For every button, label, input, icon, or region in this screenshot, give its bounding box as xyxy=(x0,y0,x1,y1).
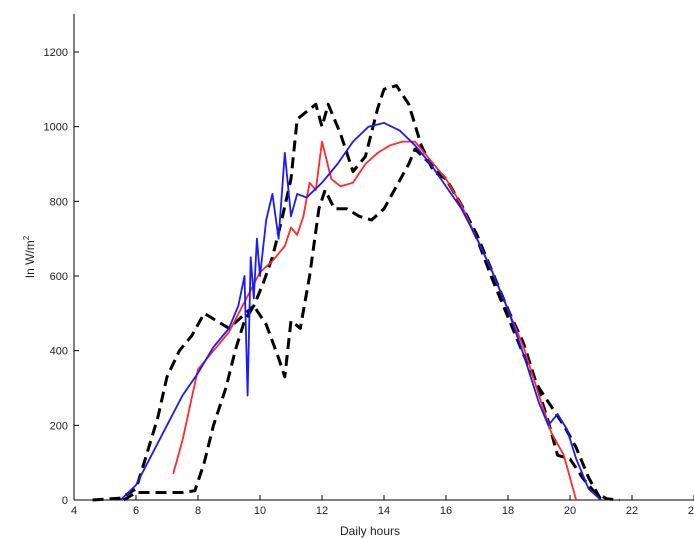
y-tick-label: 800 xyxy=(50,196,68,208)
x-tick-label: 20 xyxy=(564,505,576,517)
series-line-1 xyxy=(92,84,620,502)
x-axis-label: Daily hours xyxy=(340,524,400,538)
x-tick-label: 8 xyxy=(195,505,201,517)
y-tick-label: 400 xyxy=(50,346,68,358)
x-tick-label: 14 xyxy=(378,505,390,517)
x-tick-label: 6 xyxy=(133,505,139,517)
y-axis-label-text: In W/m xyxy=(23,240,37,278)
series-line-2 xyxy=(122,147,603,502)
series-line-3 xyxy=(172,140,578,501)
y-axis-label: In W/m2 xyxy=(22,235,37,278)
x-tick-label: 22 xyxy=(626,505,638,517)
y-tick-label: 0 xyxy=(62,495,68,507)
ticks: 4 6 8 10 12 14 16 18 20 22 24 0 200 400 600 800 1000 1200 xyxy=(44,47,694,517)
x-tick-label: 10 xyxy=(254,505,266,517)
x-tick-label: 4 xyxy=(71,505,77,517)
x-tick-label: 12 xyxy=(316,505,328,517)
x-tick-label: 16 xyxy=(440,505,452,517)
y-tick-label: 200 xyxy=(50,420,68,432)
x-tick-label: 18 xyxy=(502,505,514,517)
x-tick-label: 24 xyxy=(688,505,694,517)
series-line-4 xyxy=(119,122,602,501)
y-tick-label: 600 xyxy=(50,271,68,283)
y-axis-label-superscript: 2 xyxy=(22,235,31,240)
series-layer xyxy=(92,84,620,502)
y-tick-label: 1200 xyxy=(44,47,68,59)
y-tick-label: 1000 xyxy=(44,122,68,134)
